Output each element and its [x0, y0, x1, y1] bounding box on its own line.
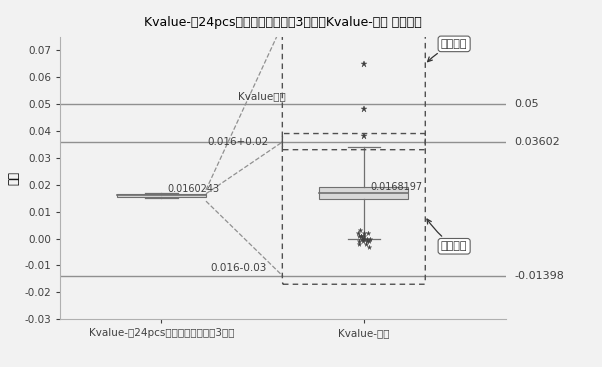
Text: 0.016+0.02: 0.016+0.02: [208, 137, 269, 147]
Bar: [117, 194, 206, 197]
Text: Kvalue上限: Kvalue上限: [238, 91, 286, 101]
Title: Kvalue-前24pcs（剔除最大最小各3个），Kvalue-批次 的箱线图: Kvalue-前24pcs（剔除最大最小各3个），Kvalue-批次 的箱线图: [144, 15, 422, 29]
Bar: [320, 186, 409, 199]
Text: 0.016-0.03: 0.016-0.03: [210, 263, 267, 273]
Text: 0.05: 0.05: [515, 99, 539, 109]
Text: 0.0160243: 0.0160243: [167, 184, 220, 194]
Text: 0.03602: 0.03602: [515, 137, 560, 146]
Text: 0.0168197: 0.0168197: [370, 182, 422, 192]
Y-axis label: 数据: 数据: [7, 171, 20, 185]
Text: -0.01398: -0.01398: [515, 271, 565, 281]
Text: 良品区域: 良品区域: [427, 219, 467, 251]
Text: 不良识别: 不良识别: [427, 39, 467, 62]
